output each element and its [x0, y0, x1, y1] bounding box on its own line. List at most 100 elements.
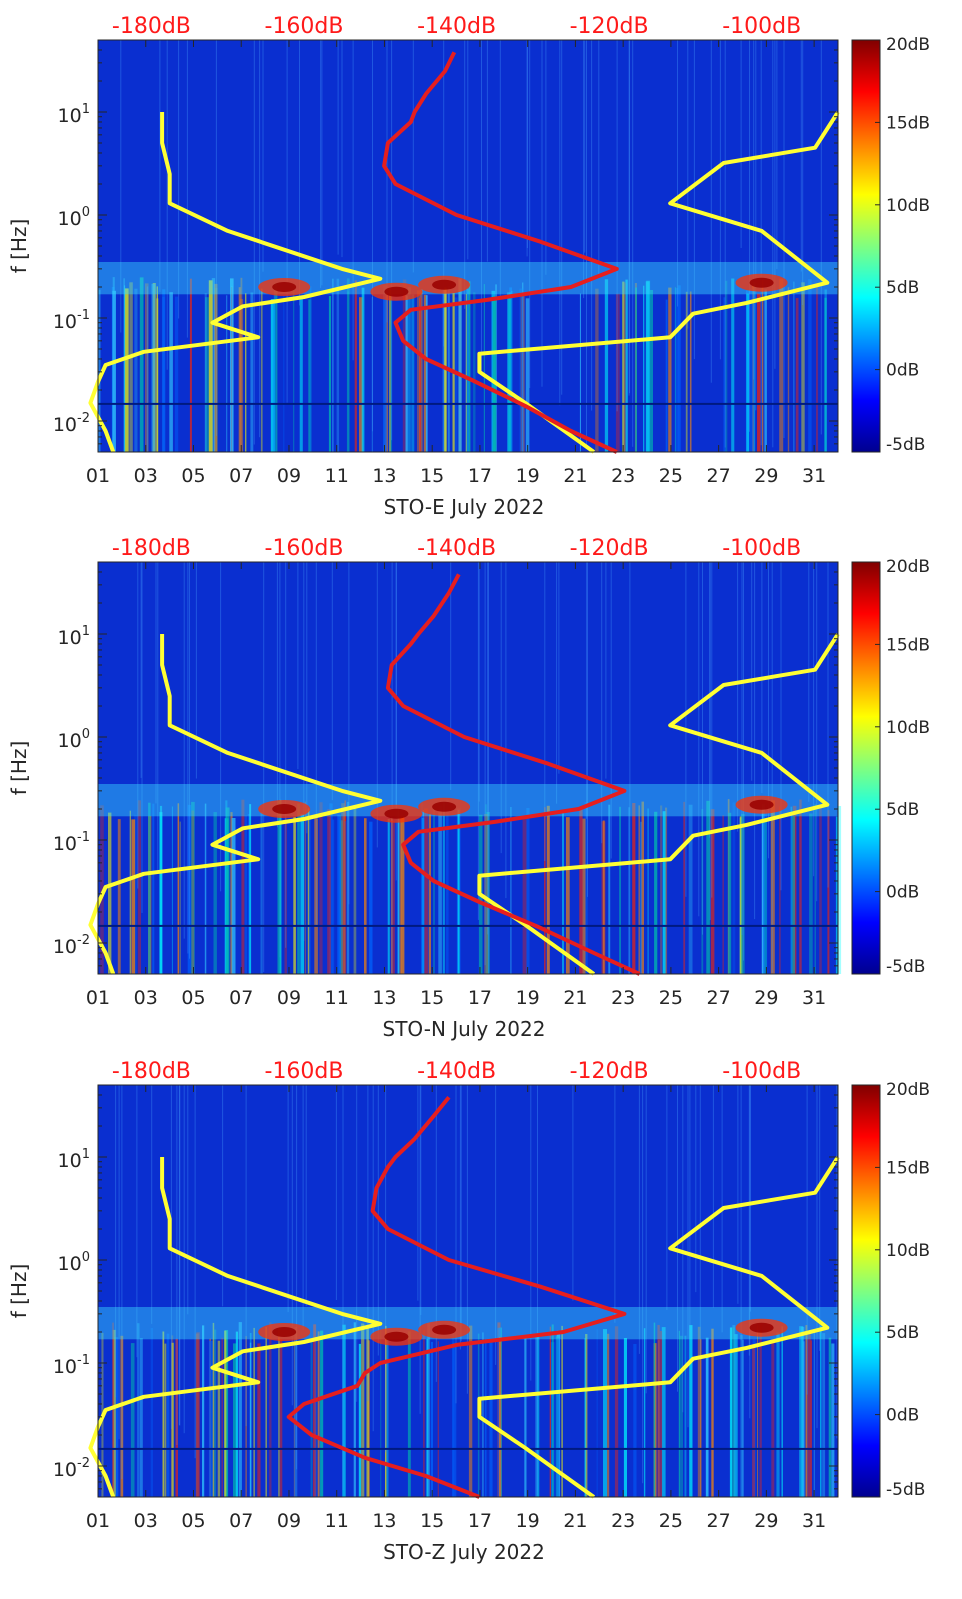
y-axis: 10-2 10-1 100 101 f [Hz] [7, 1084, 838, 1498]
x-axis-label: STO-Z July 2022 [383, 1540, 545, 1564]
spectrogram-streak [623, 1338, 627, 1497]
spectrogram-streak [221, 1337, 224, 1497]
spectrogram-streak [420, 1085, 422, 1315]
spectrogram-streak [649, 290, 653, 452]
x-tick-label: 31 [802, 987, 826, 1009]
spectrogram-streak [780, 562, 782, 891]
spectrogram-streak [124, 288, 129, 452]
x-tick-label: 21 [563, 987, 587, 1009]
spectrogram-streak [689, 1325, 693, 1497]
spectrogram-streak [709, 562, 711, 838]
spectrogram-streak [643, 1328, 646, 1497]
spectrogram-streak [284, 818, 287, 974]
spectrogram-streak [386, 1339, 389, 1497]
spectrogram-streak [120, 40, 122, 333]
spectrogram-streak [468, 1325, 473, 1497]
x-tick-label: 05 [181, 465, 205, 487]
spectrogram-streak [603, 1329, 607, 1497]
spectrogram-streak [814, 804, 816, 974]
spectrogram-streak [427, 1322, 431, 1497]
spectrogram-streak [342, 1085, 344, 1491]
spectrogram-streak [653, 1322, 656, 1497]
spectrogram-streak [354, 280, 357, 452]
microseism-band [98, 262, 838, 295]
spectrogram-streak [205, 297, 209, 452]
colorbar-label: 15dB [886, 113, 930, 133]
spectrogram-streak [632, 803, 636, 974]
spectrogram-streak [385, 1325, 387, 1497]
spectrogram-streak [341, 803, 345, 974]
spectrogram-streak [240, 277, 243, 452]
spectrogram-streak [781, 1326, 783, 1497]
spectrogram-streak [465, 293, 467, 452]
x-tick-label: 29 [754, 1510, 778, 1532]
spectrogram-streak [813, 562, 815, 877]
spectrogram-streak [335, 1085, 337, 1300]
spectrogram-streak [319, 802, 323, 974]
spectrogram-streak [262, 40, 264, 272]
spectrogram-streak [231, 818, 236, 974]
spectrogram-streak [146, 286, 149, 452]
spectrogram-streak [584, 1338, 586, 1497]
spectrogram-streak [808, 562, 810, 802]
x-tick-label: 23 [611, 465, 635, 487]
spectrogram-streak [740, 1085, 742, 1341]
x-tick-label: 13 [372, 1510, 396, 1532]
x-tick-label: 19 [516, 987, 540, 1009]
spectrogram-streak [544, 807, 546, 974]
y-tick-label: 10-1 [53, 830, 90, 855]
spectrogram-streak [771, 562, 773, 973]
y-tick-label: 101 [58, 1147, 90, 1172]
spectrogram-streak [762, 804, 764, 974]
spectrogram-streak [407, 1331, 411, 1497]
spectrogram-streak [214, 1329, 217, 1497]
spectrogram-streak [802, 40, 804, 305]
spectrogram-streak [731, 1327, 735, 1497]
spectrogram-streak [774, 40, 776, 369]
spectrogram-streak [425, 295, 428, 452]
spectrogram-streak [808, 279, 812, 452]
spectrogram-streak [395, 562, 397, 881]
spectrogram-streak [458, 278, 462, 452]
spectrogram-streak [750, 1085, 751, 1312]
spectrogram-texture [101, 1085, 838, 1497]
spectrogram-streak [164, 1343, 167, 1497]
spectrogram-streak [452, 1342, 457, 1497]
x-tick-label: 01 [86, 465, 110, 487]
spectrogram-streak [253, 1327, 255, 1497]
spectrogram-streak [723, 297, 726, 452]
spectrogram-streak [166, 40, 168, 370]
spectrogram-streak [749, 1085, 751, 1419]
spectrogram-streak [729, 1327, 732, 1497]
spectrogram-streak [638, 1085, 640, 1354]
spectrogram-streak [137, 562, 139, 889]
spectrogram-streak [260, 288, 263, 452]
spectrogram-streak [748, 1085, 750, 1356]
spectrogram-streak [640, 821, 642, 974]
spectrogram-streak [660, 805, 663, 974]
spectrogram-streak [112, 1329, 116, 1497]
spectrogram-streak [759, 1324, 762, 1497]
x-tick-label: 07 [229, 1510, 253, 1532]
x-tick-label: 27 [707, 987, 731, 1009]
x-tick-label: 19 [516, 1510, 540, 1532]
spectrogram-streak [749, 40, 750, 432]
lowfreq-boundary [98, 924, 838, 927]
spectrogram-streak [535, 1337, 538, 1497]
spectrogram-streak [285, 562, 287, 948]
spectrogram-streak [482, 1332, 484, 1497]
spectrogram-streak [562, 810, 564, 974]
spectrogram-streak [486, 40, 488, 262]
spectrogram-streak [555, 1338, 560, 1497]
spectrogram-streak [731, 278, 735, 452]
spectrogram-streak [697, 1326, 701, 1497]
microseism-band [98, 784, 838, 817]
spectrogram-streak [297, 562, 299, 770]
spectrogram-streak [483, 284, 485, 452]
spectrogram-streak [296, 1085, 298, 1470]
spectrogram-streak [585, 1334, 588, 1497]
spectrogram-streak [836, 1085, 838, 1439]
spectrogram-streak [524, 1336, 527, 1497]
spectrogram-streak [602, 820, 605, 974]
spectrogram-streak [622, 281, 625, 452]
